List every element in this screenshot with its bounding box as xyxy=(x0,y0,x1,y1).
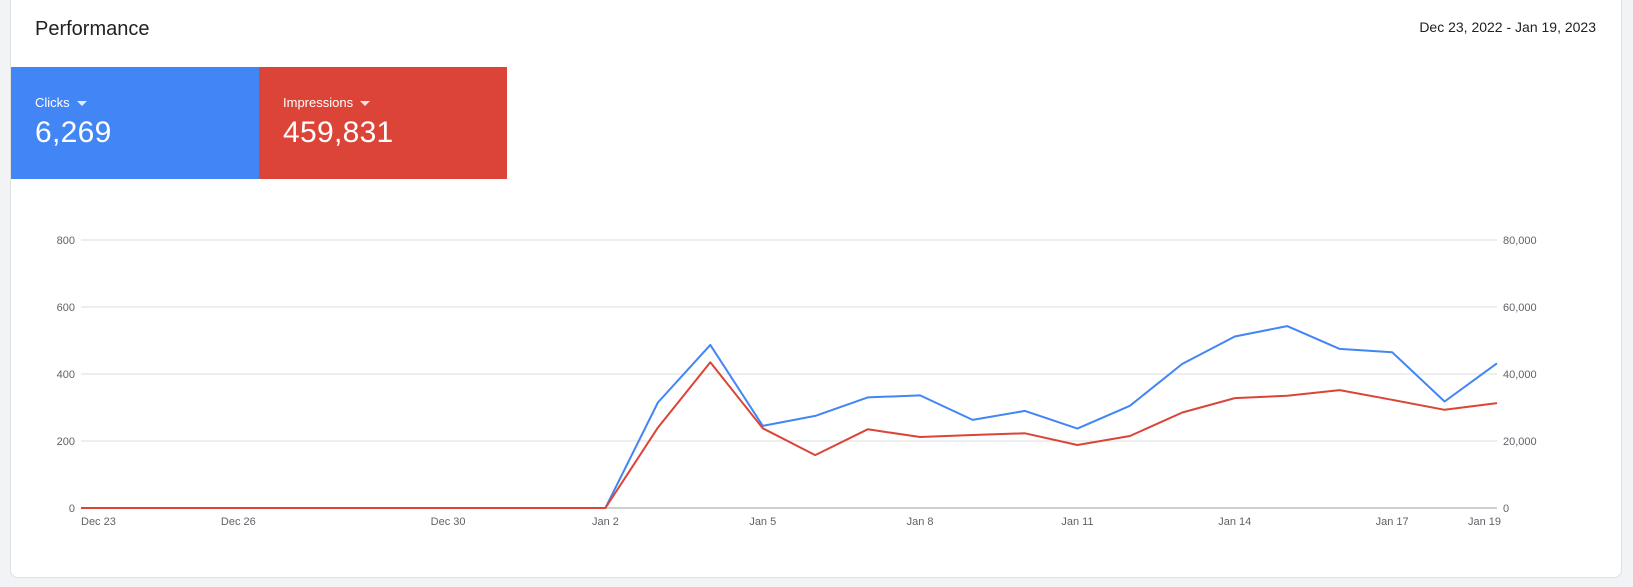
clicks-metric-card[interactable]: Clicks 6,269 xyxy=(11,67,259,179)
clicks-value: 6,269 xyxy=(35,116,112,149)
x-tick-label: Jan 11 xyxy=(1061,516,1093,528)
y-left-tick-label: 600 xyxy=(57,302,75,314)
impressions-label-row: Impressions xyxy=(283,95,483,110)
x-tick-label: Jan 19 xyxy=(1468,516,1501,528)
y-left-tick-label: 800 xyxy=(57,235,75,247)
x-tick-label: Jan 17 xyxy=(1376,516,1409,528)
y-right-tick-label: 80,000 xyxy=(1503,235,1537,247)
y-right-tick-label: 0 xyxy=(1503,503,1509,515)
impressions-metric-card[interactable]: Impressions 459,831 xyxy=(259,67,507,179)
impressions-series-line xyxy=(81,361,1498,509)
impressions-label: Impressions xyxy=(283,95,354,110)
dropdown-caret-icon[interactable] xyxy=(76,100,87,106)
x-tick-label: Dec 30 xyxy=(431,516,466,528)
y-right-tick-label: 60,000 xyxy=(1503,302,1537,314)
performance-card: Performance Dec 23, 2022 - Jan 19, 2023 … xyxy=(10,0,1622,578)
dropdown-caret-icon[interactable] xyxy=(360,100,371,106)
x-tick-label: Jan 14 xyxy=(1218,516,1251,528)
performance-line-chart: 0 200 400 600 800 0 20,000 40,000 60,000 80,000 De… xyxy=(57,235,1537,528)
x-tick-label: Jan 5 xyxy=(749,516,776,528)
y-left-tick-label: 200 xyxy=(57,436,75,448)
date-range[interactable]: Dec 23, 2022 - Jan 19, 2023 xyxy=(1419,19,1596,35)
page-title: Performance xyxy=(35,18,150,40)
x-tick-label: Jan 8 xyxy=(907,516,934,528)
x-tick-label: Dec 23 xyxy=(81,516,116,528)
y-left-tick-label: 0 xyxy=(69,503,75,515)
impressions-value: 459,831 xyxy=(283,116,394,149)
x-tick-label: Dec 26 xyxy=(221,516,256,528)
y-left-tick-label: 400 xyxy=(57,369,75,381)
clicks-label: Clicks xyxy=(35,95,70,110)
clicks-series-line xyxy=(81,325,1498,509)
y-right-tick-label: 40,000 xyxy=(1503,369,1537,381)
x-tick-label: Jan 2 xyxy=(592,516,619,528)
y-right-tick-label: 20,000 xyxy=(1503,436,1537,448)
clicks-label-row: Clicks xyxy=(35,95,235,110)
